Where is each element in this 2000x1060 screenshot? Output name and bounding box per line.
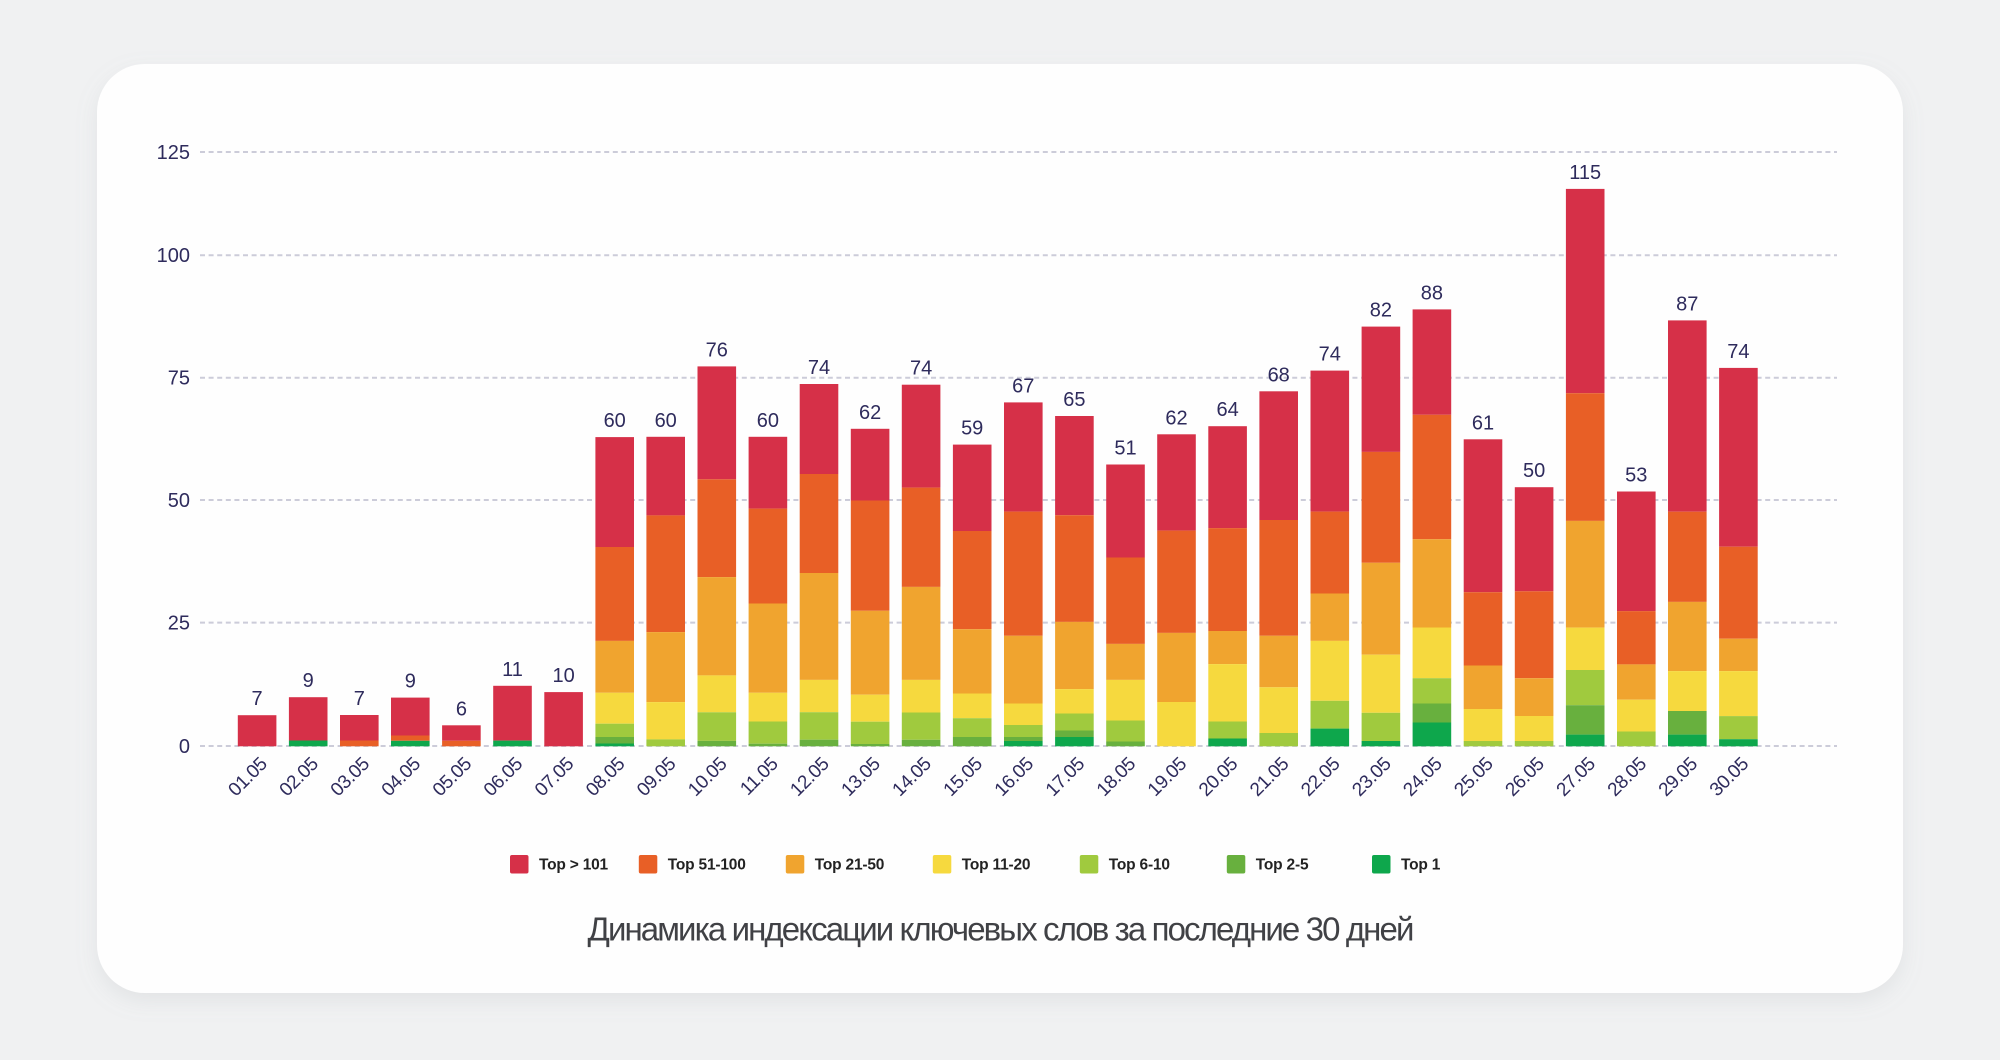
svg-text:Top 51-100: Top 51-100 <box>668 857 746 874</box>
svg-text:65: 65 <box>1063 389 1085 411</box>
svg-text:Top > 101: Top > 101 <box>539 857 609 874</box>
svg-text:7: 7 <box>354 688 365 710</box>
svg-text:75: 75 <box>168 368 190 390</box>
svg-text:62: 62 <box>1165 407 1187 429</box>
svg-text:50: 50 <box>168 490 190 512</box>
svg-text:11: 11 <box>502 659 523 681</box>
svg-text:0: 0 <box>179 736 190 758</box>
svg-text:10: 10 <box>552 665 574 687</box>
svg-text:25: 25 <box>168 613 190 635</box>
svg-text:61: 61 <box>1472 412 1494 434</box>
svg-text:74: 74 <box>1319 344 1341 366</box>
svg-text:60: 60 <box>757 410 779 432</box>
svg-text:53: 53 <box>1625 465 1647 487</box>
svg-text:Top 11-20: Top 11-20 <box>962 857 1031 874</box>
svg-text:76: 76 <box>706 339 728 361</box>
svg-text:64: 64 <box>1216 399 1238 421</box>
svg-text:50: 50 <box>1523 460 1545 482</box>
svg-text:68: 68 <box>1268 364 1290 386</box>
svg-text:Top 21-50: Top 21-50 <box>815 857 884 874</box>
svg-text:Top 2-5: Top 2-5 <box>1256 857 1309 874</box>
svg-text:60: 60 <box>655 410 677 432</box>
svg-text:74: 74 <box>1727 341 1749 363</box>
svg-text:6: 6 <box>456 698 467 720</box>
svg-text:62: 62 <box>859 402 881 424</box>
svg-text:Top 6-10: Top 6-10 <box>1109 857 1170 874</box>
svg-text:67: 67 <box>1012 375 1034 397</box>
svg-text:60: 60 <box>604 410 626 432</box>
svg-text:51: 51 <box>1114 438 1136 460</box>
svg-text:115: 115 <box>1569 162 1601 184</box>
svg-text:9: 9 <box>303 670 314 692</box>
svg-text:74: 74 <box>910 358 932 380</box>
svg-text:59: 59 <box>961 418 983 440</box>
svg-text:87: 87 <box>1676 293 1698 315</box>
svg-text:9: 9 <box>405 671 416 693</box>
svg-text:100: 100 <box>157 245 190 267</box>
svg-text:7: 7 <box>252 688 263 710</box>
svg-text:82: 82 <box>1370 300 1392 322</box>
svg-text:74: 74 <box>808 357 830 379</box>
svg-text:125: 125 <box>157 142 190 164</box>
svg-text:88: 88 <box>1421 282 1443 304</box>
svg-text:Top 1: Top 1 <box>1401 857 1441 874</box>
svg-text:Динамика индексации ключевых с: Динамика индексации ключевых слов за пос… <box>588 911 1413 948</box>
